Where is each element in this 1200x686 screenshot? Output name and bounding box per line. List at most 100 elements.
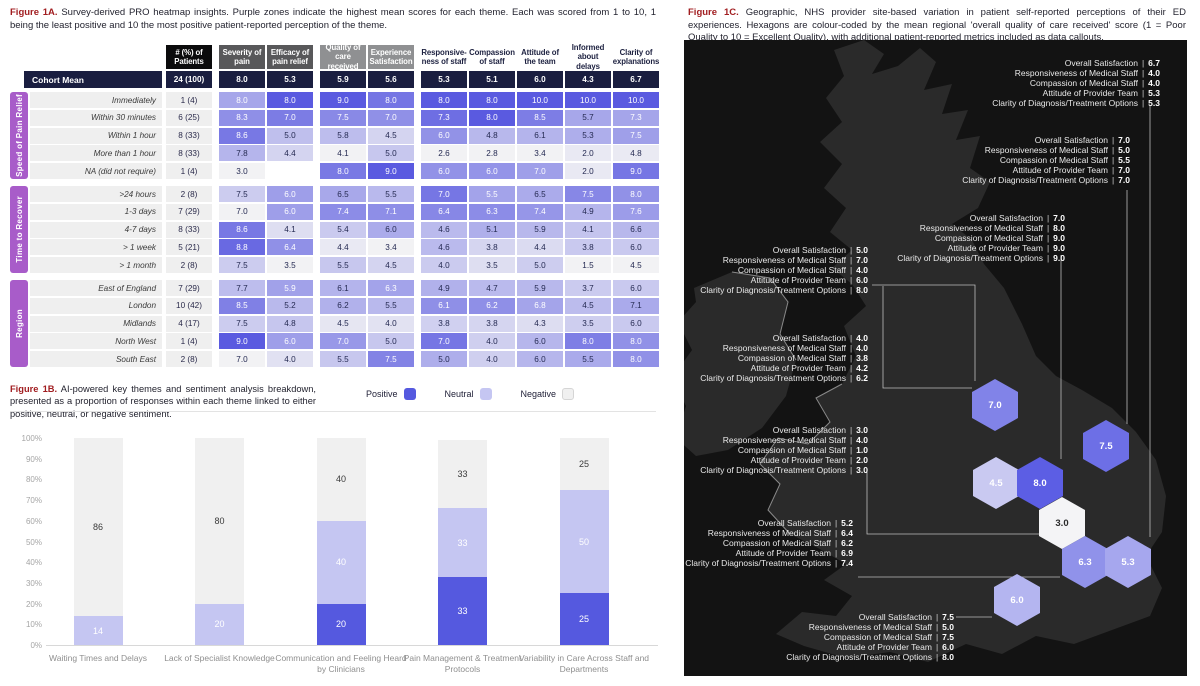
callout-metric-label: Responsiveness of Medical Staff <box>808 622 932 632</box>
figure-1a-caption: Figure 1A. Survey-derived PRO heatmap in… <box>10 7 656 32</box>
legend-swatch-neutral <box>479 388 492 400</box>
callout-line: Overall Satisfaction | 6.7 <box>992 58 1160 68</box>
callout-line: Attitude of Provider Team | 7.0 <box>962 165 1130 175</box>
callout-metric-label: Overall Satisfaction <box>757 518 831 528</box>
figure-1b-caption-text: AI-powered key themes and sentiment anal… <box>10 384 316 419</box>
bar-segment-positive <box>559 593 609 645</box>
callout-line: Responsiveness of Medical Staff | 4.0 <box>700 435 868 445</box>
callout-metric-label: Overall Satisfaction <box>1034 135 1108 145</box>
callout-separator: | <box>935 632 939 642</box>
callout-separator: | <box>1111 145 1115 155</box>
map-callout: Overall Satisfaction | 5.2 Responsiveness o… <box>685 518 853 568</box>
bar-segment-value: 25 <box>578 458 589 469</box>
bar-segment-neutral <box>559 489 609 594</box>
map-hexagon: 6.3 <box>1062 536 1108 588</box>
map-hexagon: 3.0 <box>1039 497 1085 549</box>
callout-metric-label: Attitude of Provider Team <box>1042 88 1138 98</box>
callout-line: Overall Satisfaction | 7.0 <box>962 135 1130 145</box>
callout-line: Clarity of Diagnosis/Treatment Options | 8… <box>700 285 868 295</box>
heatmap-cell: 8.0 <box>613 333 659 350</box>
heatmap-cell: 8.0 <box>219 92 265 108</box>
heatmap-cell: 5.9 <box>517 280 563 296</box>
legend-item-neutral: Neutral <box>445 388 492 400</box>
callout-line: Attitude of Provider Team | 6.0 <box>700 275 868 285</box>
hexagon-value: 3.0 <box>1055 518 1068 529</box>
figure-1b-caption: Figure 1B. AI-powered key themes and sen… <box>10 383 316 420</box>
callout-line: Attitude of Provider Team | 6.9 <box>685 548 853 558</box>
heatmap-cell: 5.8 <box>320 127 366 144</box>
coast-outline-b <box>759 383 843 535</box>
heatmap-cell: 3.8 <box>421 315 467 332</box>
callout-separator: | <box>849 455 853 465</box>
heatmap-cell: 6.3 <box>368 280 414 296</box>
heatmap-cell: 5.3 <box>565 127 611 144</box>
heatmap-n-cell: 4 (17) <box>166 315 212 332</box>
bar-category-label: Communication and Feeling Heard by Clini… <box>275 653 407 674</box>
heatmap-n-cell: 1 (4) <box>166 163 212 179</box>
callout-separator: | <box>1046 223 1050 233</box>
heatmap-cell: 4.8 <box>267 315 313 332</box>
section-divider <box>10 411 656 412</box>
callout-separator: | <box>1046 233 1050 243</box>
legend-label: Positive <box>366 389 398 399</box>
heatmap-n-cell: 10 (42) <box>166 297 212 314</box>
callout-metric-label: Overall Satisfaction <box>772 333 846 343</box>
heatmap-row-label: More than 1 hour <box>30 145 162 162</box>
heatmap-n-cell: 2 (8) <box>166 351 212 367</box>
heatmap-cell: 4.0 <box>421 257 467 273</box>
callout-line: Compassion of Medical Staff | 7.5 <box>786 632 954 642</box>
callout-metric-value: 5.0 <box>1118 145 1130 155</box>
callout-metric-value: 7.0 <box>1118 135 1130 145</box>
heatmap-cell: 8.5 <box>219 297 265 314</box>
pro-heatmap-table: # (%) of Patients Severity of pain Efficac… <box>10 43 666 380</box>
y-axis-tick: 50% <box>25 537 42 547</box>
heatmap-column-header: Experience Satisfaction <box>368 45 414 69</box>
heatmap-cell: 6.5 <box>320 186 366 202</box>
callout-separator: | <box>849 255 853 265</box>
heatmap-cell: 5.0 <box>368 333 414 350</box>
heatmap-cell: 8.0 <box>565 333 611 350</box>
y-axis-tick: 90% <box>25 454 42 464</box>
heatmap-cell: 3.0 <box>219 163 265 179</box>
heatmap-cell: 4.3 <box>517 315 563 332</box>
heatmap-cell: 7.4 <box>517 203 563 220</box>
heatmap-cell: 7.5 <box>219 315 265 332</box>
callout-line: Overall Satisfaction | 4.0 <box>700 333 868 343</box>
bar-segment-value: 40 <box>335 474 346 485</box>
heatmap-cell: 5.2 <box>267 297 313 314</box>
heatmap-cell: 4.1 <box>565 221 611 238</box>
figure-1c-caption: Figure 1C. Geographic, NHS provider site… <box>688 7 1186 45</box>
map-callout: Overall Satisfaction | 6.7 Responsiveness o… <box>992 58 1160 108</box>
callout-metric-label: Clarity of Diagnosis/Treatment Options <box>700 285 846 295</box>
hexagon-shape <box>1017 457 1063 509</box>
heatmap-n-cell: 1 (4) <box>166 333 212 350</box>
heatmap-cell: 6.3 <box>469 203 515 220</box>
heatmap-cell: 8.0 <box>469 92 515 108</box>
bar-segment-value: 50 <box>578 536 589 547</box>
callout-metric-value: 2.0 <box>856 455 868 465</box>
heatmap-cell: 6.6 <box>613 221 659 238</box>
map-callout: Overall Satisfaction | 4.0 Responsiveness o… <box>700 333 868 383</box>
cohort-mean-value: 5.1 <box>469 71 515 88</box>
heatmap-cell: 6.5 <box>517 186 563 202</box>
heatmap-cell: 5.0 <box>368 145 414 162</box>
callout-line: Attitude of Provider Team | 5.3 <box>992 88 1160 98</box>
heatmap-cell: 3.8 <box>469 239 515 256</box>
callout-metric-value: 4.2 <box>856 363 868 373</box>
heatmap-cell: 6.2 <box>469 297 515 314</box>
hexagon-shape <box>994 574 1040 626</box>
cohort-mean-value: 5.9 <box>320 71 366 88</box>
heatmap-row-label: South East <box>30 351 162 367</box>
group-bar-label: Time to Recover <box>14 196 24 263</box>
y-axis-tick: 40% <box>25 558 42 568</box>
callout-separator: | <box>935 652 939 662</box>
callout-metric-label: Overall Satisfaction <box>858 612 932 622</box>
callout-metric-value: 5.2 <box>841 518 853 528</box>
callout-metric-value: 7.0 <box>856 255 868 265</box>
heatmap-column-header: Attitude of the team <box>521 47 559 66</box>
callout-metric-value: 7.0 <box>1118 165 1130 175</box>
heatmap-cell: 7.5 <box>565 186 611 202</box>
cohort-mean-value: 5.3 <box>421 71 467 88</box>
callout-metric-label: Clarity of Diagnosis/Treatment Options <box>992 98 1138 108</box>
callout-metric-label: Attitude of Provider Team <box>750 275 846 285</box>
